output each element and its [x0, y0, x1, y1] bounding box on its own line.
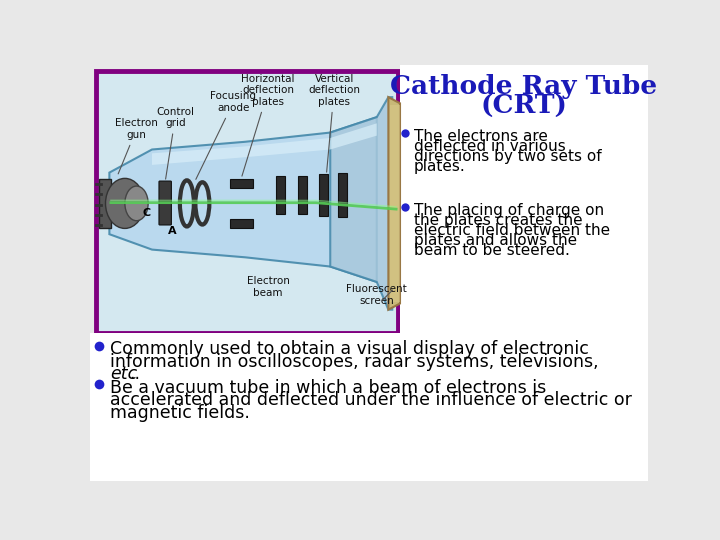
Bar — [230, 219, 253, 228]
Text: information in oscilloscopes, radar systems, televisions,: information in oscilloscopes, radar syst… — [110, 353, 599, 371]
Text: Electron
beam: Electron beam — [247, 276, 289, 298]
Text: A: A — [168, 226, 176, 236]
Text: the plates creates the: the plates creates the — [414, 213, 582, 228]
Text: deflected in various: deflected in various — [414, 139, 566, 154]
Bar — [99, 179, 111, 228]
Text: Commonly used to obtain a visual display of electronic: Commonly used to obtain a visual display… — [110, 340, 589, 359]
Text: beam to be steered.: beam to be steered. — [414, 244, 570, 259]
Bar — [276, 176, 285, 214]
Text: C: C — [143, 208, 150, 219]
Polygon shape — [330, 97, 392, 309]
Text: Fluorescent
screen: Fluorescent screen — [346, 284, 407, 306]
Text: magnetic fields.: magnetic fields. — [110, 403, 250, 422]
Text: Cathode Ray Tube: Cathode Ray Tube — [390, 74, 657, 99]
Text: (CRT): (CRT) — [480, 94, 567, 119]
Text: plates.: plates. — [414, 159, 466, 174]
Text: electric field between the: electric field between the — [414, 224, 610, 239]
Text: Vertical
deflection
plates: Vertical deflection plates — [308, 73, 360, 172]
Bar — [90, 333, 648, 481]
Text: etc: etc — [110, 365, 138, 383]
Text: Focusing
anode: Focusing anode — [196, 91, 256, 179]
Polygon shape — [109, 117, 377, 282]
Polygon shape — [388, 97, 400, 309]
Text: The placing of charge on: The placing of charge on — [414, 204, 604, 218]
Ellipse shape — [125, 186, 148, 221]
Text: ..: .. — [130, 365, 140, 383]
Polygon shape — [152, 123, 377, 165]
Bar — [390, 105, 400, 302]
Bar — [230, 179, 253, 188]
Ellipse shape — [106, 178, 144, 228]
Text: Be a vacuum tube in which a beam of electrons is: Be a vacuum tube in which a beam of elec… — [110, 379, 546, 397]
Bar — [96, 71, 398, 333]
FancyBboxPatch shape — [159, 181, 171, 225]
Text: directions by two sets of: directions by two sets of — [414, 148, 602, 164]
Text: Electron
gun: Electron gun — [115, 118, 158, 174]
Bar — [297, 176, 307, 214]
Text: plates and allows the: plates and allows the — [414, 233, 577, 248]
Text: The electrons are: The electrons are — [414, 129, 548, 144]
Text: Control
grid: Control grid — [156, 107, 194, 179]
Text: accelerated and deflected under the influence of electric or: accelerated and deflected under the infl… — [110, 392, 632, 409]
Bar — [319, 174, 328, 215]
Bar — [338, 173, 347, 217]
Bar — [400, 65, 648, 334]
Text: Horizontal
deflection
plates: Horizontal deflection plates — [241, 73, 295, 176]
